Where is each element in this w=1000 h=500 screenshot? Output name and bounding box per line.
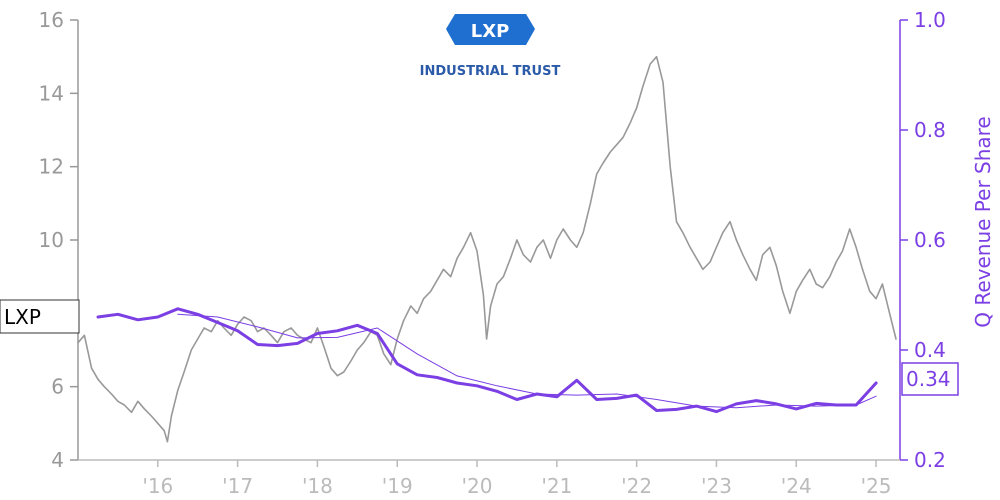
value-badge-box [901, 362, 959, 396]
badges: LXP 0.34 [0, 299, 959, 396]
x-tick-label: '17 [222, 474, 253, 498]
right-tick-label: 0.6 [914, 228, 946, 252]
left-tick-label: 4 [51, 448, 64, 472]
x-tick-label: '20 [462, 474, 493, 498]
x-tick-label: '22 [621, 474, 652, 498]
x-tick-label: '19 [382, 474, 413, 498]
left-tick-label: 6 [51, 375, 64, 399]
x-tick-label: '21 [541, 474, 572, 498]
axes: 468101214160.20.40.60.81.0'16'17'18'19'2… [39, 8, 946, 498]
value-badge: 0.34 [906, 367, 951, 391]
x-tick-label: '16 [142, 474, 173, 498]
right-tick-label: 0.4 [914, 338, 946, 362]
logo-tagline: INDUSTRIAL TRUST [420, 64, 561, 79]
revenue-trend-line [177, 313, 877, 409]
logo-mark-text: LXP [471, 21, 510, 42]
right-tick-label: 1.0 [914, 8, 946, 32]
x-tick-label: '18 [302, 474, 333, 498]
right-tick-label: 0.8 [914, 118, 946, 142]
right-axis-label: Q Revenue Per Share [971, 116, 995, 328]
x-tick-label: '23 [701, 474, 732, 498]
right-tick-label: 0.2 [914, 448, 946, 472]
left-tick-label: 10 [39, 228, 64, 252]
left-tick-label: 16 [39, 8, 64, 32]
x-tick-label: '24 [781, 474, 812, 498]
ticker-badge-box [0, 299, 80, 334]
left-tick-label: 14 [39, 81, 64, 105]
logo-mark-icon [446, 14, 535, 45]
x-tick-label: '25 [861, 474, 892, 498]
left-tick-label: 12 [39, 155, 64, 179]
ticker-badge: LXP [4, 305, 41, 329]
company-logo: LXP INDUSTRIAL TRUST [420, 14, 561, 79]
series-layer [77, 55, 897, 443]
price-line [77, 55, 897, 443]
revenue-per-share-line [96, 307, 878, 414]
